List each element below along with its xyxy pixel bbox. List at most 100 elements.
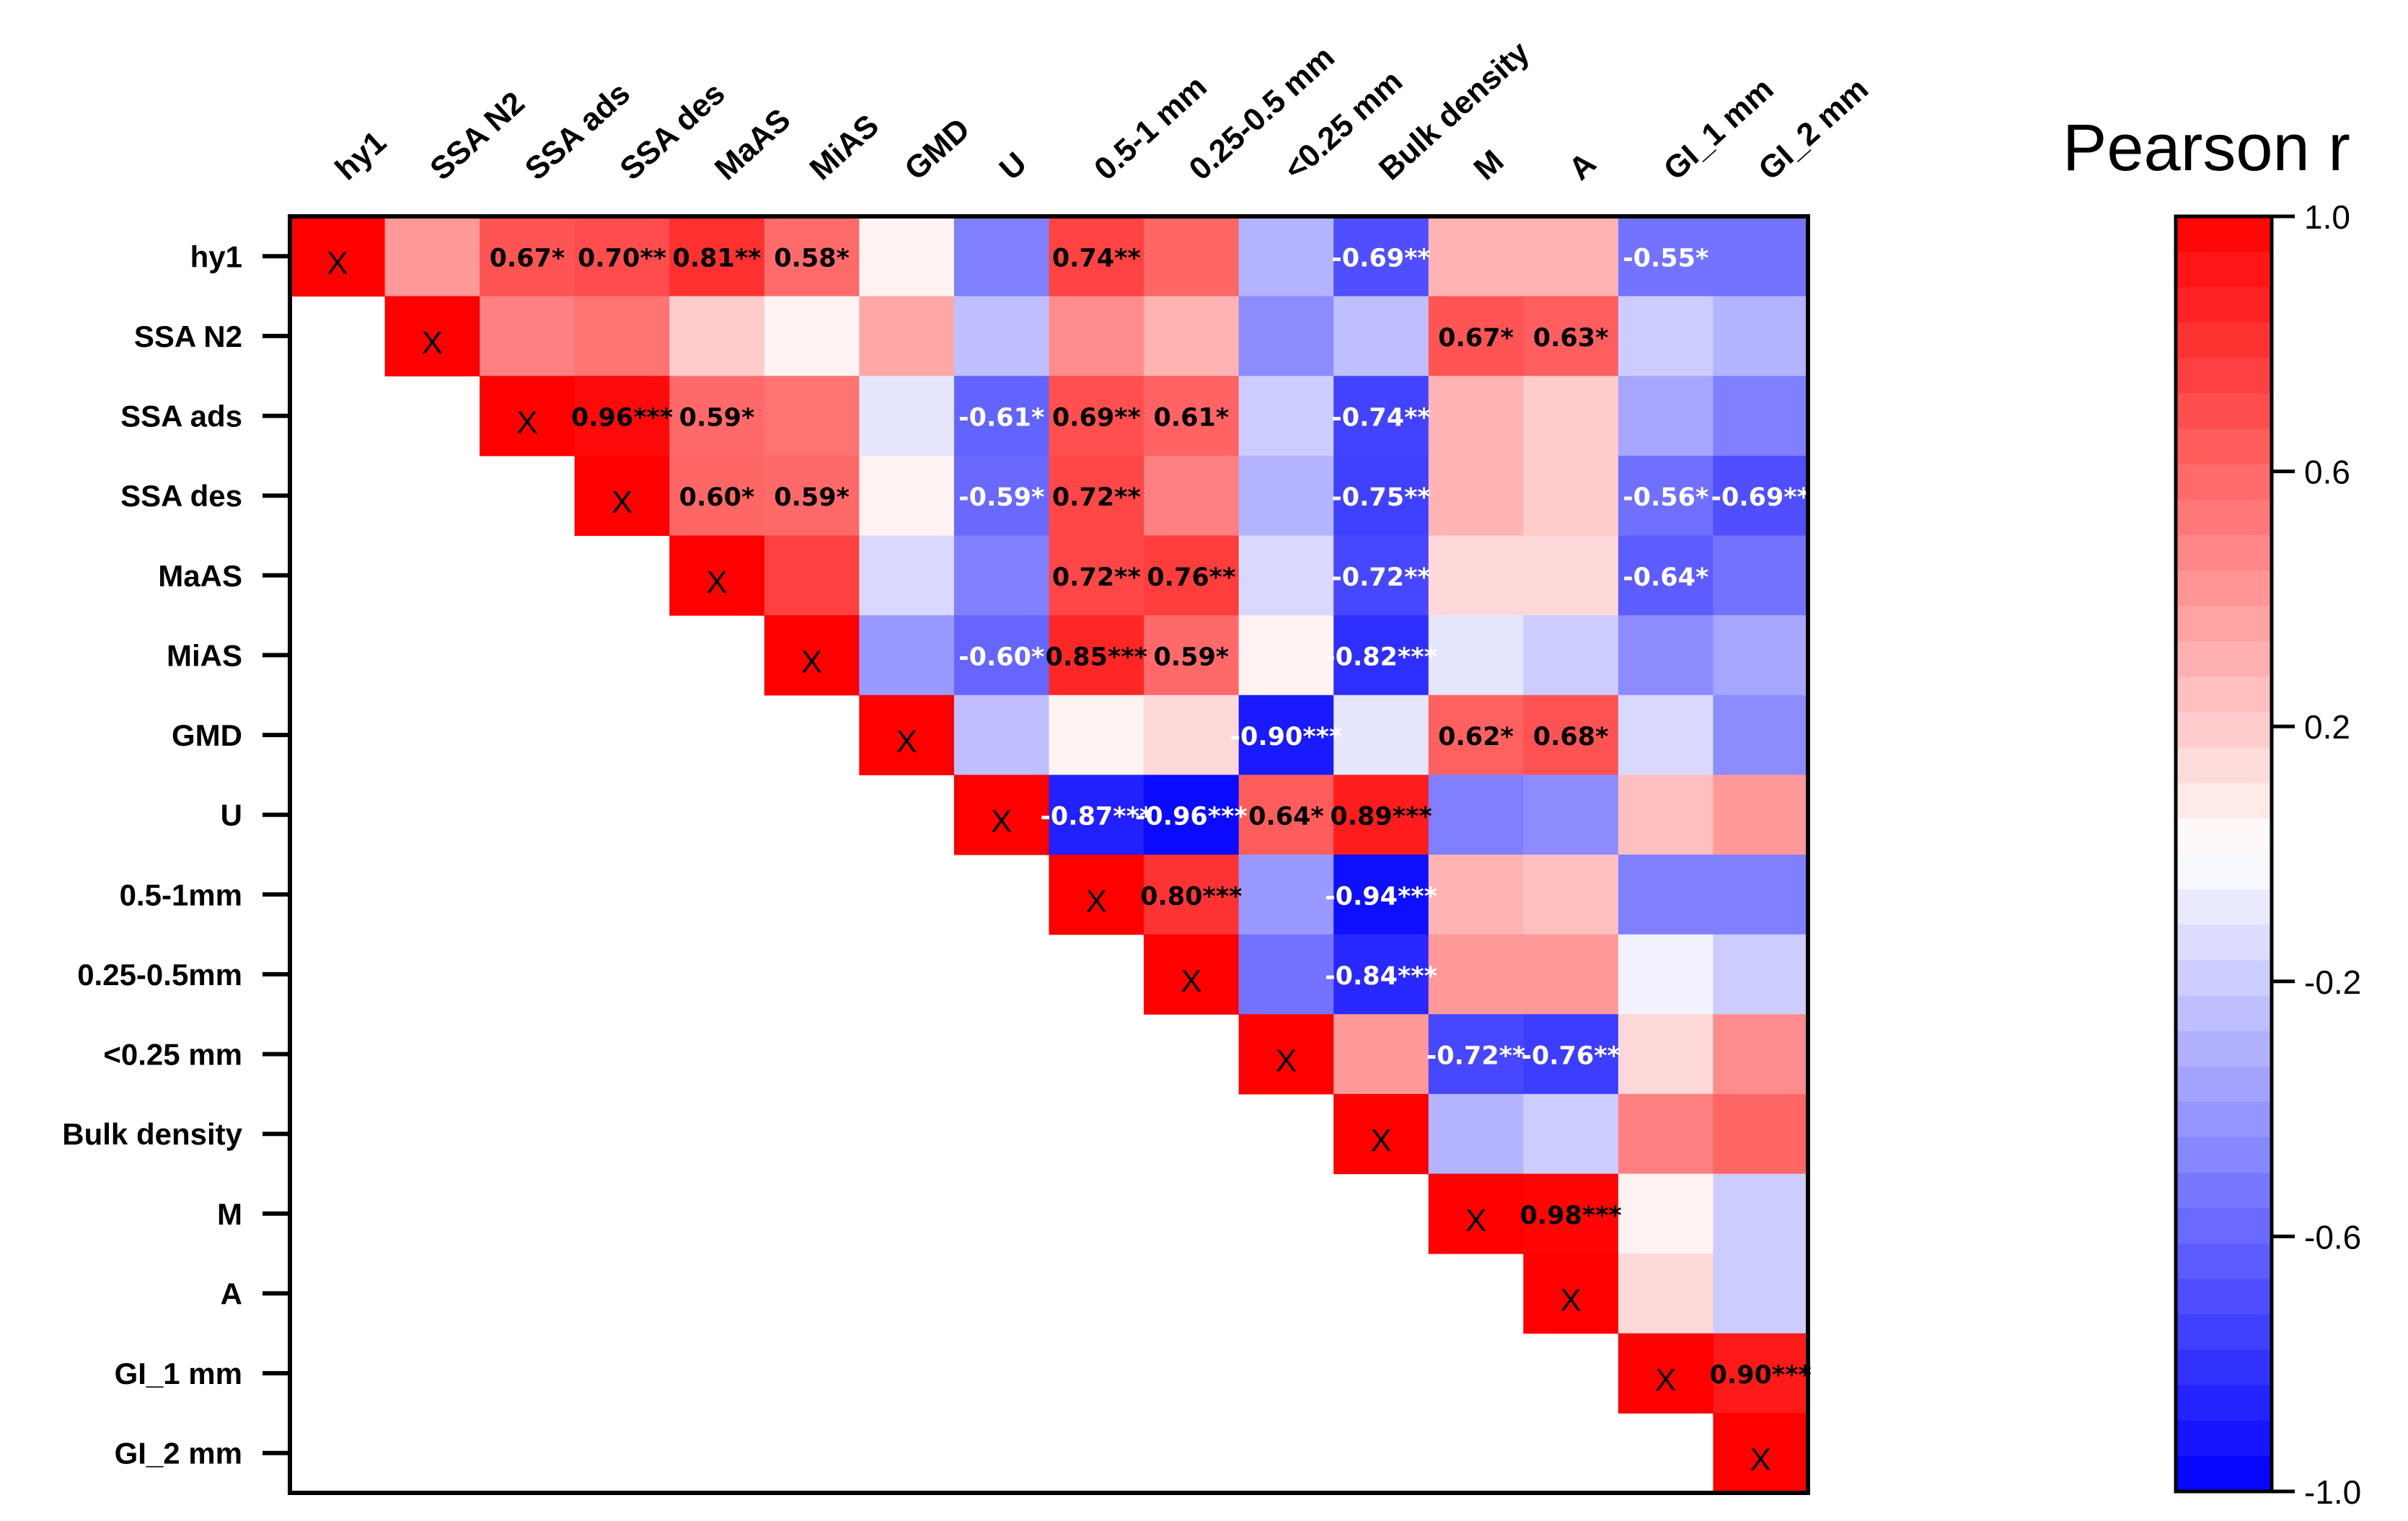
heatmap-cell (1713, 535, 1809, 616)
colorbar-frame (2174, 214, 2274, 1494)
column-label: hy1 (329, 124, 393, 187)
colorbar-step (2176, 1349, 2272, 1386)
heatmap-cell (859, 615, 955, 696)
correlation-label: 0.60* (679, 483, 755, 512)
correlation-label: -0.96*** (1135, 803, 1248, 832)
heatmap-cell (1144, 695, 1240, 775)
row-label: hy1 (190, 239, 242, 273)
diagonal-cell (764, 615, 860, 696)
heatmap-cell (1238, 296, 1334, 376)
heatmap-cell (480, 216, 575, 297)
colorbar-step (2176, 1137, 2272, 1173)
colorbar-step (2176, 782, 2272, 819)
colorbar-step (2176, 1031, 2272, 1067)
correlation-label: 0.89*** (1330, 803, 1432, 832)
heatmap-cell (1428, 376, 1524, 457)
colorbar-step (2176, 641, 2272, 678)
colorbar-step (2176, 1420, 2272, 1457)
heatmap-cell (1333, 535, 1429, 616)
heatmap-cell (1238, 934, 1334, 1015)
row-ticks (263, 254, 290, 1455)
heatmap-cell (1238, 855, 1334, 935)
colorbar-step (2176, 1243, 2272, 1279)
colorbar-step (2176, 747, 2272, 784)
heatmap-cell (1428, 934, 1524, 1015)
correlation-label: 0.67* (1438, 324, 1514, 353)
heatmap-cell (1713, 775, 1809, 855)
heatmap-cell (1618, 1173, 1714, 1254)
row-label: GMD (172, 718, 242, 752)
diagonal-marker: X (896, 724, 917, 759)
heatmap-cell (1713, 296, 1809, 376)
correlation-label: 0.61* (1153, 404, 1229, 433)
heatmap-cell (953, 296, 1050, 376)
heatmap-cell (1428, 855, 1524, 935)
heatmap-cell (1523, 1173, 1619, 1254)
row-label: SSA des (120, 479, 242, 513)
heatmap-cell (1428, 695, 1524, 775)
heatmap-cell (1238, 455, 1334, 537)
heatmap-cell (1713, 1333, 1809, 1414)
correlation-label: -0.64* (1623, 563, 1708, 592)
colorbar-step (2176, 854, 2272, 890)
correlation-label: -0.90*** (1230, 723, 1343, 751)
row-label: SSA N2 (134, 319, 242, 353)
correlation-label: -0.61* (958, 404, 1044, 433)
correlation-label: 0.69** (1052, 404, 1141, 433)
colorbar-step (2176, 676, 2272, 713)
column-label: GMD (898, 111, 976, 187)
row-label: 0.25-0.5mm (77, 958, 242, 992)
diagonal-marker: X (991, 804, 1012, 839)
colorbar-step (2176, 712, 2272, 749)
heatmap-cell (1238, 216, 1334, 297)
colorbar-step (2176, 535, 2272, 571)
colorbar-step (2176, 428, 2272, 465)
heatmap-cell (1428, 775, 1524, 855)
colorbar-step (2176, 252, 2272, 288)
heatmap-cell (1238, 695, 1334, 775)
heatmap-cell (764, 455, 860, 537)
heatmap-cell (1618, 1014, 1714, 1095)
colorbar-step (2176, 1066, 2272, 1103)
colorbar-step (2176, 287, 2272, 323)
heatmap-cell (1049, 615, 1145, 696)
correlation-label: 0.85*** (1046, 643, 1147, 671)
diagonal-marker: X (706, 565, 727, 600)
diagonal-cell (953, 775, 1050, 855)
heatmap-cell (1618, 535, 1714, 616)
heatmap-cell (1238, 535, 1334, 616)
correlation-label: -0.82*** (1325, 643, 1437, 671)
heatmap-cell (1523, 535, 1619, 616)
diagonal-cell (1333, 1093, 1429, 1175)
diagonal-marker: X (1750, 1442, 1771, 1478)
colorbar (2176, 216, 2272, 1492)
diagonal-cell (1428, 1173, 1524, 1254)
colorbar-step (2176, 1173, 2272, 1209)
heatmap-cell (1049, 296, 1145, 376)
heatmap-cell (1618, 455, 1714, 537)
heatmap-cell (1049, 376, 1145, 457)
heatmap-cell (1144, 775, 1240, 855)
row-label: <0.25 mm (103, 1038, 242, 1072)
colorbar-tick-label: 0.2 (2304, 708, 2350, 746)
heatmap-annotations: X X X X X X X X X X X X X X X X 0.67* 0.70** 0.81** 0.58* 0.… (327, 244, 1812, 1477)
diagonal-cell (384, 296, 480, 376)
heatmap-cell (1523, 296, 1619, 376)
heatmap-cell (953, 535, 1050, 616)
diagonal-cell (480, 376, 575, 457)
colorbar-step (2176, 1101, 2272, 1138)
colorbar-step (2176, 464, 2272, 501)
row-label: MaAS (158, 559, 242, 593)
correlation-label: 0.80*** (1140, 882, 1242, 911)
row-label: MiAS (167, 638, 242, 672)
colorbar-step (2176, 960, 2272, 997)
colorbar-step (2176, 1279, 2272, 1315)
diagonal-cell (1618, 1333, 1714, 1414)
correlation-label: 0.74** (1052, 244, 1141, 273)
diagonal-marker: X (801, 644, 822, 679)
colorbar-tick-label: -1.0 (2304, 1473, 2361, 1511)
correlation-label: 0.63* (1533, 324, 1609, 353)
heatmap-cell (1713, 855, 1809, 935)
diagonal-marker: X (1086, 883, 1107, 919)
